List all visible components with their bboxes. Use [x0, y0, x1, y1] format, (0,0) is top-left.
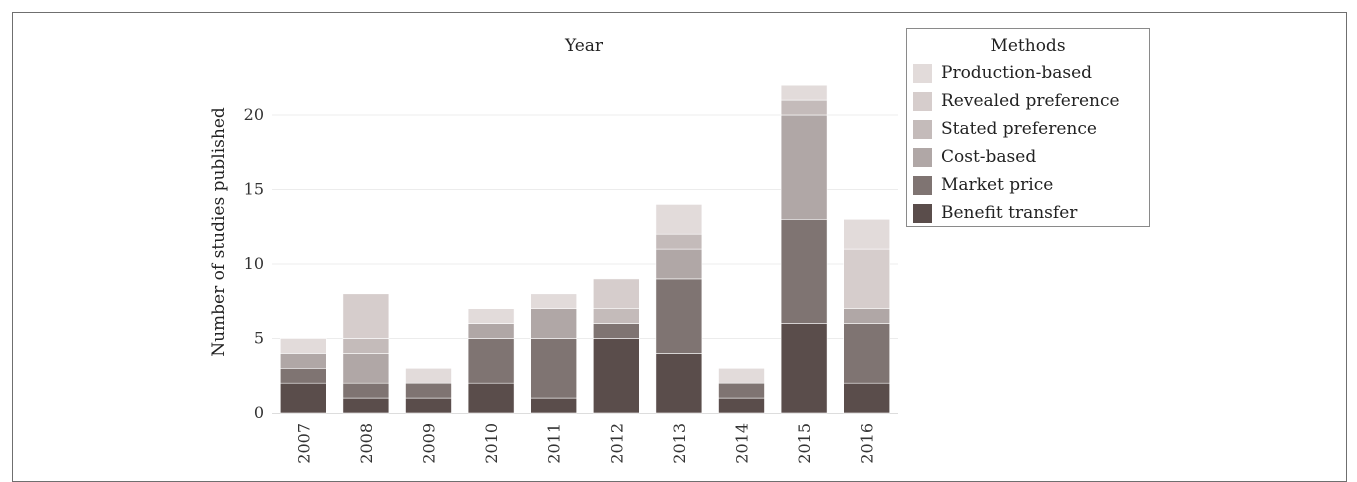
bar-segment-2007-market-price [279, 367, 327, 384]
bar-segment-2009-market-price [405, 382, 452, 399]
bar-stacks [279, 84, 891, 414]
legend: Methods Production-based Revealed prefere… [906, 28, 1150, 227]
bar-segment-2015-benefit-transfer [780, 323, 828, 414]
bar-segment-2007-production-based [279, 338, 327, 354]
legend-swatch [913, 147, 932, 167]
legend-title: Methods [990, 36, 1066, 56]
bar-segment-2015-production-based [780, 84, 828, 101]
bar-segment-2016-market-price [843, 323, 891, 384]
y-tick-label: 10 [244, 254, 264, 273]
bar-segment-2014-benefit-transfer [718, 397, 765, 414]
bar-segment-2008-revealed-preference [342, 293, 390, 339]
bar-segment-2009-benefit-transfer [405, 397, 452, 414]
legend-item-market-price: Market price [913, 174, 1053, 196]
stacked-bar-chart: 0 5 10 15 20 2007 2008 2009 2010 2011 2012 2013 201… [209, 36, 898, 464]
bar-segment-2016-cost-based [843, 308, 891, 324]
y-tick-label: 5 [254, 329, 264, 348]
bar-segment-2010-market-price [467, 338, 515, 384]
y-axis-label: Number of studies published [209, 107, 229, 357]
legend-label: Benefit transfer [941, 203, 1078, 223]
bar-segment-2016-benefit-transfer [843, 382, 891, 414]
bar-segment-2015-market-price [780, 219, 828, 324]
x-tick-label: 2014 [733, 423, 752, 464]
bar-segment-2016-revealed-preference [843, 248, 891, 310]
legend-swatch [913, 119, 932, 139]
bar-segment-2011-production-based [530, 293, 578, 309]
x-tick-label: 2016 [858, 423, 877, 464]
legend-label: Stated preference [941, 119, 1097, 139]
legend-label: Market price [941, 175, 1054, 195]
bar-segment-2016-production-based [843, 219, 891, 250]
bar-segment-2007-benefit-transfer [279, 382, 327, 414]
bar-segment-2008-cost-based [342, 353, 390, 384]
x-tick-label: 2015 [795, 423, 814, 464]
bar-segment-2010-benefit-transfer [467, 382, 515, 414]
bar-segment-2011-benefit-transfer [530, 397, 578, 414]
y-tick-label: 0 [254, 403, 264, 422]
x-tick-label: 2008 [357, 423, 376, 464]
legend-swatch [913, 175, 932, 195]
bar-segment-2008-benefit-transfer [342, 397, 390, 414]
x-tick-label: 2010 [482, 423, 501, 464]
legend-item-stated-preference: Stated preference [913, 118, 1097, 140]
x-tick-label: 2012 [607, 423, 626, 464]
chart-title: Year [564, 36, 604, 56]
bar-segment-2015-cost-based [780, 114, 828, 220]
bar-segment-2012-benefit-transfer [592, 338, 640, 414]
y-axis-ticks: 0 5 10 15 20 [244, 105, 264, 422]
bar-segment-2007-cost-based [279, 353, 327, 369]
y-tick-label: 15 [244, 180, 264, 199]
legend-item-revealed-preference: Revealed preference [913, 90, 1120, 112]
bar-segment-2012-market-price [592, 323, 640, 339]
bar-segment-2009-production-based [405, 367, 452, 384]
bar-segment-2014-production-based [718, 367, 765, 384]
legend-item-cost-based: Cost-based [913, 146, 1036, 168]
legend-swatch [913, 63, 932, 83]
bar-segment-2012-stated-preference [592, 308, 640, 324]
legend-item-production-based: Production-based [913, 62, 1092, 84]
bar-segment-2010-production-based [467, 308, 515, 324]
x-tick-label: 2011 [545, 423, 564, 464]
legend-label: Revealed preference [941, 91, 1120, 111]
x-axis-ticks: 2007 2008 2009 2010 2011 2012 2013 2014 2015 2016 [294, 423, 876, 464]
bar-segment-2012-revealed-preference [592, 278, 640, 309]
x-tick-label: 2007 [294, 423, 313, 464]
x-tick-label: 2013 [670, 423, 689, 464]
bar-segment-2013-benefit-transfer [655, 353, 703, 414]
bar-segment-2011-cost-based [530, 308, 578, 339]
legend-swatch [913, 203, 932, 223]
y-tick-label: 20 [244, 105, 264, 124]
legend-item-benefit-transfer: Benefit transfer [913, 202, 1077, 224]
bar-segment-2013-production-based [655, 204, 703, 235]
x-tick-label: 2009 [420, 423, 439, 464]
bar-segment-2008-market-price [342, 382, 390, 399]
bar-segment-2015-stated-preference [780, 99, 828, 116]
bar-segment-2011-market-price [530, 338, 578, 399]
bar-segment-2010-cost-based [467, 323, 515, 339]
bar-segment-2008-stated-preference [342, 338, 390, 354]
legend-label: Production-based [941, 63, 1093, 83]
bar-segment-2013-market-price [655, 278, 703, 354]
legend-swatch [913, 91, 932, 111]
bar-segment-2014-market-price [718, 382, 765, 399]
legend-label: Cost-based [941, 147, 1037, 167]
bar-segment-2013-cost-based [655, 248, 703, 280]
bar-segment-2013-stated-preference [655, 233, 703, 250]
